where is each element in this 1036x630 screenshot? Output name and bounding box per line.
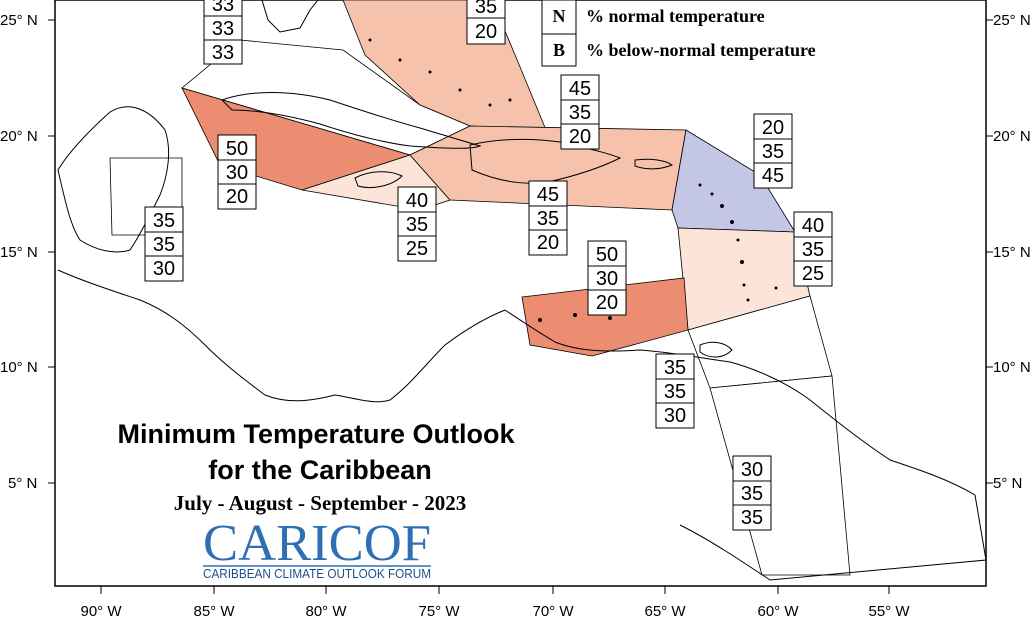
prob-box-bahamas: 35 20 [466, 0, 506, 45]
legend: N B % normal temperature % below-normal … [541, 0, 816, 67]
lat-label-right: 5° N [993, 475, 1022, 492]
prob-box-abc: 50 30 20 [587, 240, 627, 316]
prob-box-florida-bahamas-north: 33 33 33 [203, 0, 243, 65]
longitude-ticks: 90° W 85° W 80° W 75° W 70° W 65° W 60° … [80, 586, 910, 620]
prob-box-turks-caicos: 45 35 20 [560, 74, 600, 150]
jamaica-coast [354, 171, 403, 189]
prob-above: 45 [537, 184, 559, 206]
region-guianas [709, 375, 851, 576]
prob-above: 20 [762, 117, 784, 139]
legend-label: % below-normal temperature [586, 40, 816, 60]
prob-above: 30 [741, 459, 763, 481]
prob-below: 35 [741, 507, 763, 529]
prob-above: 35 [153, 210, 175, 232]
lon-label: 85° W [193, 603, 235, 620]
legend-letter: N [553, 6, 566, 26]
prob-boxes: 33 33 33 35 20 50 30 20 35 35 30 [144, 0, 833, 531]
lat-label-left: 25° N [0, 12, 38, 29]
prob-above: 35 [664, 357, 686, 379]
florida-coast [261, 0, 319, 33]
prob-box-leeward: 20 35 45 [753, 113, 793, 189]
lon-label: 70° W [532, 603, 574, 620]
prob-below: 30 [153, 258, 175, 280]
map-title: Minimum Temperature Outlook [117, 419, 515, 449]
islands [368, 38, 778, 322]
lat-label-left: 15° N [0, 244, 38, 261]
prob-box-jamaica: 40 35 25 [397, 186, 437, 262]
legend-label: % normal temperature [586, 6, 765, 26]
lat-label-right: 25° N [993, 12, 1031, 29]
region-abc-islands [521, 277, 689, 357]
yucatan-coast [57, 106, 170, 253]
prob-below: 20 [569, 126, 591, 148]
lat-label-right: 20° N [993, 128, 1031, 145]
prob-below: 30 [664, 405, 686, 427]
puerto-rico-coast [634, 158, 674, 170]
lon-label: 60° W [757, 603, 799, 620]
prob-below: 20 [226, 186, 248, 208]
prob-normal: 35 [406, 214, 428, 236]
prob-normal: 35 [569, 102, 591, 124]
prob-normal: 33 [212, 18, 234, 40]
prob-box-guianas: 30 35 35 [732, 455, 772, 531]
prob-above: 45 [569, 78, 591, 100]
title-block: Minimum Temperature Outlook for the Cari… [117, 419, 515, 515]
prob-normal: 35 [762, 141, 784, 163]
cuba-coast [221, 92, 482, 149]
prob-below: 33 [212, 42, 234, 64]
prob-below: 25 [406, 238, 428, 260]
lon-label: 80° W [305, 603, 347, 620]
caricof-logo: CARICOF CARIBBEAN CLIMATE OUTLOOK FORUM [203, 515, 431, 581]
lat-label-left: 10° N [0, 359, 38, 376]
prob-below: 25 [802, 263, 824, 285]
prob-box-hispaniola: 45 35 20 [528, 180, 568, 256]
prob-normal: 35 [153, 234, 175, 256]
prob-box-cayman: 50 30 20 [217, 134, 257, 210]
coastlines [57, 0, 987, 581]
prob-normal: 35 [664, 381, 686, 403]
prob-normal: 35 [741, 483, 763, 505]
map-title-region: for the Caribbean [208, 455, 432, 485]
lat-label-right: 15° N [993, 244, 1031, 261]
lat-label-left: 20° N [0, 128, 38, 145]
prob-normal: 35 [802, 239, 824, 261]
lon-label: 55° W [868, 603, 910, 620]
lon-label: 90° W [80, 603, 122, 620]
prob-above: 50 [226, 138, 248, 160]
lat-label-left: 5° N [8, 475, 37, 492]
south-america-coast [504, 309, 987, 581]
prob-above: 40 [406, 190, 428, 212]
prob-normal: 30 [226, 162, 248, 184]
lat-label-right: 10° N [993, 359, 1031, 376]
legend-letter: B [553, 40, 565, 60]
prob-below: 20 [475, 21, 497, 43]
prob-normal: 30 [596, 268, 618, 290]
prob-box-belize: 35 35 30 [144, 206, 184, 282]
latitude-ticks: 25° N 20° N 15° N 10° N 5° N 25° N 20° N… [0, 12, 1031, 492]
lon-label: 65° W [644, 603, 686, 620]
map-period: July - August - September - 2023 [174, 491, 466, 515]
prob-normal: 35 [537, 208, 559, 230]
prob-below: 20 [596, 292, 618, 314]
prob-above: 50 [596, 244, 618, 266]
hispaniola-coast [469, 138, 622, 184]
central-america-coast [57, 269, 506, 403]
trinidad-coast [699, 341, 733, 358]
prob-above: 33 [212, 0, 234, 16]
lon-label: 75° W [418, 603, 460, 620]
prob-above: 40 [802, 215, 824, 237]
prob-below: 20 [537, 232, 559, 254]
logo-text: CARICOF [203, 515, 431, 572]
prob-box-windward: 40 35 25 [793, 211, 833, 287]
prob-box-trinidad: 35 35 30 [655, 353, 695, 429]
prob-normal: 35 [475, 0, 497, 18]
prob-below: 45 [762, 165, 784, 187]
logo-tagline: CARIBBEAN CLIMATE OUTLOOK FORUM [203, 566, 431, 581]
map-frame [54, 0, 987, 587]
